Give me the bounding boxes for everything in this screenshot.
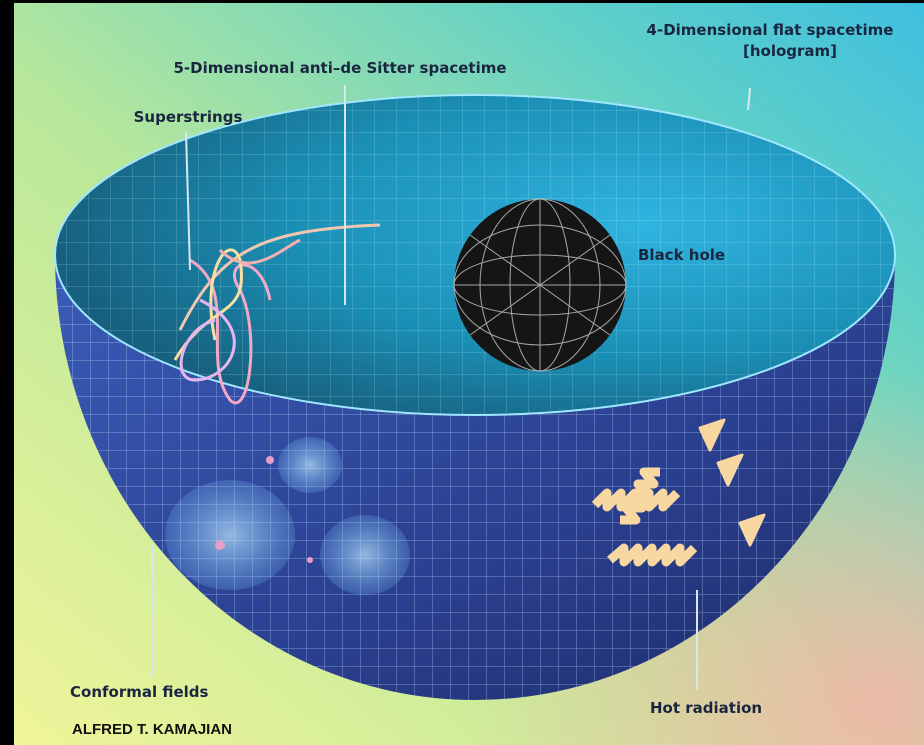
black-hole (453, 198, 627, 372)
label-black-hole: Black hole (638, 246, 725, 264)
label-conformal: Conformal fields (70, 683, 209, 701)
label-radiation: Hot radiation (650, 699, 762, 717)
conformal-fields (165, 437, 410, 595)
hot-radiation (591, 418, 766, 567)
bowl-rim (54, 94, 896, 416)
leader-lines (151, 85, 751, 690)
border (0, 0, 924, 3)
credit: ALFRED T. KAMAJIAN (72, 721, 232, 738)
label-hologram: [hologram] (743, 42, 837, 60)
label-superstrings: Superstrings (134, 108, 243, 126)
label-flat: 4-Dimensional flat spacetime (647, 21, 894, 39)
superstrings (173, 223, 381, 405)
label-ads: 5-Dimensional anti–de Sitter spacetime (173, 59, 506, 77)
border (0, 0, 14, 745)
